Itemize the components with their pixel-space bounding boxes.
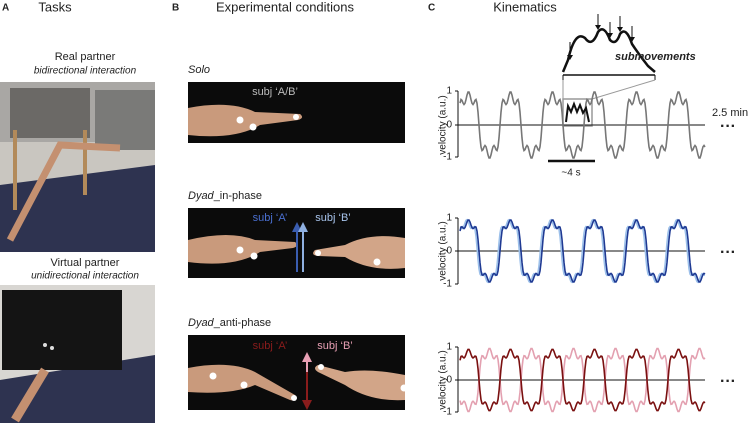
- velocity-trace: [459, 91, 706, 159]
- scale-bar-label: ~4 s: [561, 168, 580, 179]
- condition-rest: _anti-phase: [213, 317, 272, 329]
- y-axis-label: velocity (a.u.): [438, 95, 449, 154]
- task-subtitle: bidirectional interaction: [34, 66, 137, 77]
- subject-label: subj ‘A’: [253, 340, 288, 352]
- y-tick-label: 1: [446, 86, 452, 97]
- annotation: submovements: [615, 51, 696, 63]
- submovement-inset: [561, 14, 656, 127]
- panel-title: Tasks: [38, 0, 72, 14]
- subject-label: subj ‘B’: [315, 212, 350, 224]
- ellipsis: ···: [720, 244, 736, 261]
- y-tick-label: 1: [446, 342, 452, 353]
- condition-label: Dyad_in-phase: [188, 190, 262, 202]
- y-tick-label: 0: [446, 246, 452, 257]
- condition-label: Dyad_anti-phase: [188, 317, 271, 329]
- panel-title: Experimental conditions: [216, 0, 355, 14]
- condition-rest: _in-phase: [213, 190, 262, 202]
- subject-label: subj ‘A’: [253, 212, 288, 224]
- y-tick-label: 0: [446, 375, 452, 386]
- ellipsis: ···: [720, 118, 736, 135]
- panel-letter: A: [2, 3, 9, 14]
- velocity-trace: [459, 348, 706, 412]
- duration-label: 2.5 min: [712, 107, 748, 119]
- y-tick-label: 0: [446, 120, 452, 131]
- velocity-trace: [459, 219, 706, 283]
- submovement-highlight: [565, 101, 590, 123]
- photo-virtual-partner: [0, 285, 155, 423]
- panel-letter: B: [172, 3, 179, 14]
- panel-letter: C: [428, 3, 435, 14]
- y-tick-label: -1: [443, 407, 452, 418]
- y-tick-label: -1: [443, 152, 452, 163]
- condition-label: Solo: [188, 64, 210, 76]
- photo-anti-phase: [188, 335, 408, 410]
- y-tick-label: 1: [446, 213, 452, 224]
- velocity-trace: [459, 218, 706, 284]
- photo-in-phase: [188, 208, 405, 278]
- photo-real-partner: [0, 82, 155, 252]
- task-subtitle: unidirectional interaction: [31, 271, 139, 282]
- task-title: Real partner: [55, 51, 116, 63]
- y-axis-label: velocity (a.u.): [438, 221, 449, 280]
- y-axis-label: velocity (a.u.): [438, 350, 449, 409]
- y-tick-label: -1: [443, 279, 452, 290]
- condition-italic: Dyad: [188, 317, 215, 329]
- ellipsis: ···: [720, 373, 736, 390]
- subject-label: subj ‘A/B’: [252, 86, 298, 98]
- condition-italic: Dyad: [188, 190, 215, 202]
- velocity-trace: [459, 347, 706, 413]
- photo-solo: [188, 82, 405, 143]
- task-title: Virtual partner: [51, 257, 120, 269]
- subject-label: subj ‘B’: [317, 340, 352, 352]
- panel-title: Kinematics: [493, 0, 557, 14]
